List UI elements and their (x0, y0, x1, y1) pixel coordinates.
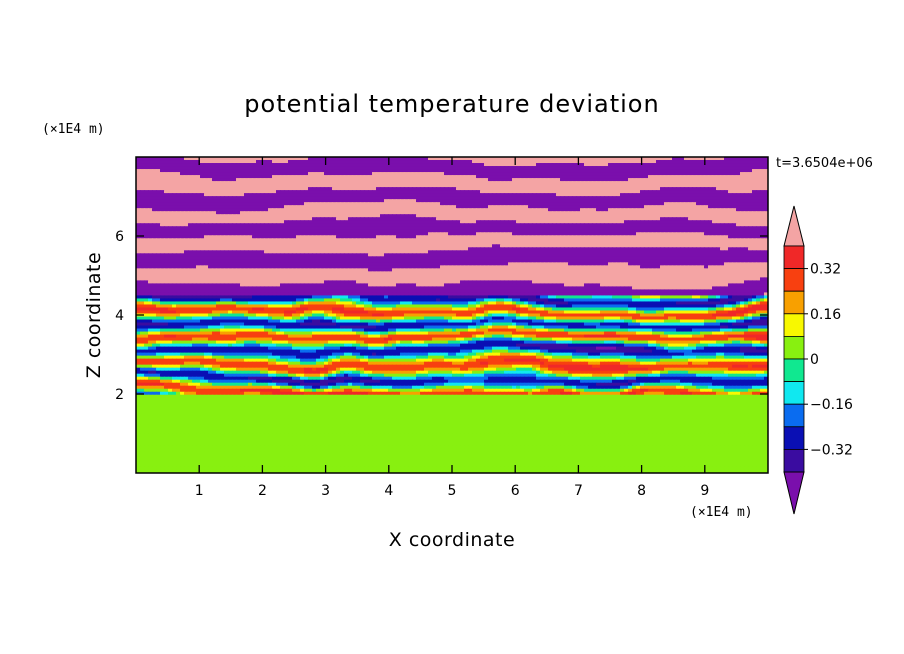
time-label: t=3.6504e+06 (776, 156, 873, 171)
chart-title: potential temperature deviation (244, 90, 659, 118)
contour-field (136, 157, 769, 474)
y-unit-label: (×1E4 m) (42, 122, 105, 137)
